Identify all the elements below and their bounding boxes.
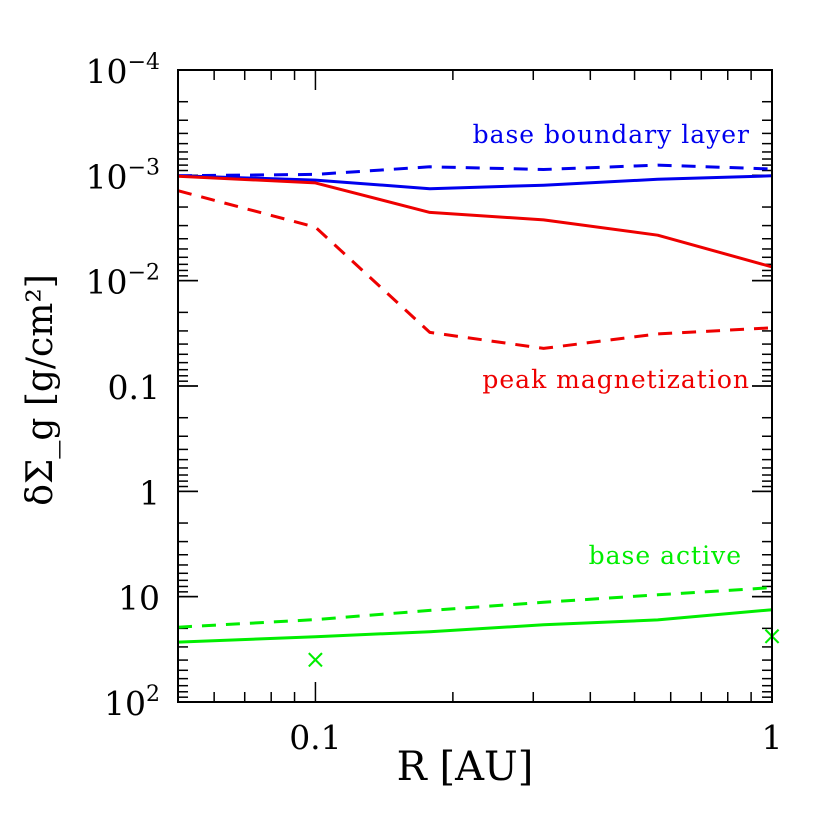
series-line-1 xyxy=(177,174,773,191)
series-line-4 xyxy=(177,586,773,629)
annotation-base-active: base active xyxy=(589,541,742,570)
x-tick-label: 0.1 xyxy=(289,718,341,757)
y-tick-label: 10−2 xyxy=(86,261,160,302)
y-tick-label: 10 xyxy=(118,579,160,618)
y-tick-labels: 10−4 10−3 10−2 0.1 1 10 102 xyxy=(86,50,160,723)
y-tick-label: 102 xyxy=(104,682,160,723)
marker-x-0: × xyxy=(305,645,327,675)
series-line-0 xyxy=(177,163,773,178)
series-line-2 xyxy=(177,174,773,269)
y-axis-label: δΣ_g [g/cm²] xyxy=(20,274,61,506)
y-tick-label: 0.1 xyxy=(108,368,160,407)
y-tick-label: 10−3 xyxy=(86,155,160,196)
y-tick-label: 10−4 xyxy=(86,50,160,91)
x-tick-label: 1 xyxy=(762,718,783,757)
series-lines xyxy=(177,163,773,644)
x-tick-labels: 0.1 1 xyxy=(289,718,782,757)
plot-frame xyxy=(177,69,773,703)
annotation-peak-magnetization: peak magnetization xyxy=(482,365,750,394)
y-tick-label: 1 xyxy=(139,473,160,512)
x-axis-label: R [AU] xyxy=(397,744,534,790)
series-line-5 xyxy=(177,608,773,644)
annotation-base-boundary-layer: base boundary layer xyxy=(473,120,750,149)
markers: ×× xyxy=(305,622,783,675)
